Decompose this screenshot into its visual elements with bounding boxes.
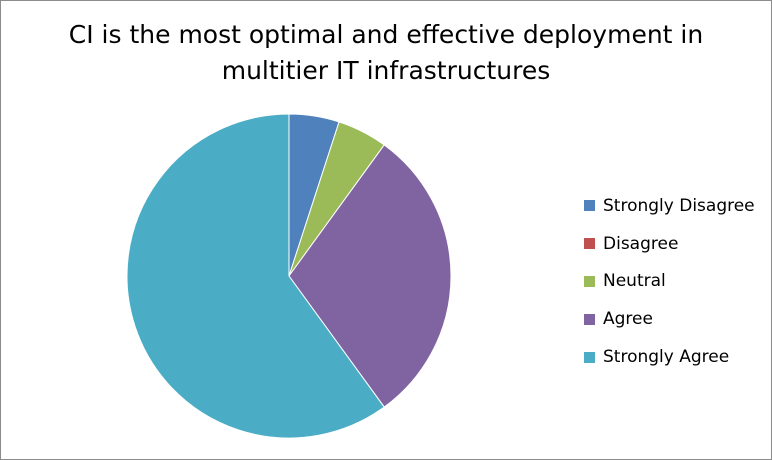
legend-swatch: [584, 238, 595, 250]
legend-item-strongly-disagree: Strongly Disagree: [584, 187, 755, 225]
legend-swatch: [584, 313, 595, 325]
legend-item-neutral: Neutral: [584, 263, 755, 301]
chart-title-line-2: multitier IT infrastructures: [221, 56, 551, 85]
chart-title: CI is the most optimal and effective dep…: [1, 17, 771, 89]
pie-slice-strongly-agree: [126, 113, 385, 439]
legend-item-strongly-agree: Strongly Agree: [584, 338, 755, 376]
pie-slice-agree: [288, 144, 452, 408]
legend-label: Strongly Agree: [603, 347, 730, 368]
legend-swatch: [584, 351, 595, 363]
chart-title-line-1: CI is the most optimal and effective dep…: [68, 20, 704, 49]
legend: Strongly Disagree Disagree Neutral Agree…: [584, 187, 755, 376]
legend-label: Disagree: [603, 233, 679, 254]
legend-swatch: [584, 275, 595, 287]
legend-item-disagree: Disagree: [584, 225, 755, 263]
legend-swatch: [584, 200, 595, 212]
legend-label: Neutral: [603, 271, 666, 292]
legend-label: Agree: [603, 309, 653, 330]
legend-label: Strongly Disagree: [603, 195, 755, 216]
legend-item-agree: Agree: [584, 300, 755, 338]
